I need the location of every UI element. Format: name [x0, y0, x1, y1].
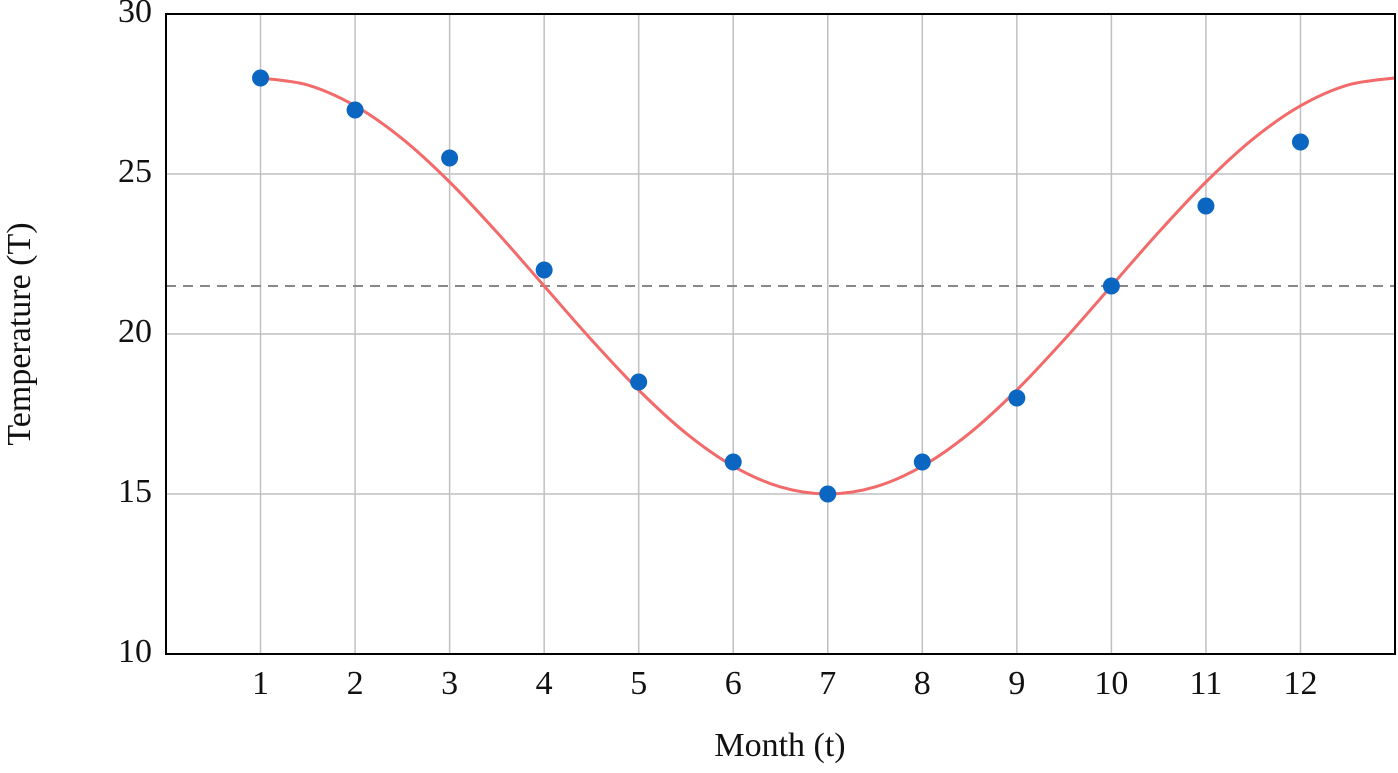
x-axis-label: Month (t)	[714, 727, 845, 764]
data-point	[1197, 197, 1215, 215]
y-tick-label: 20	[118, 313, 152, 350]
y-tick-label: 30	[118, 0, 152, 30]
data-point	[1008, 389, 1026, 407]
x-tick-label: 9	[1008, 665, 1025, 702]
y-tick-label: 10	[118, 633, 152, 670]
x-tick-label: 11	[1190, 665, 1223, 702]
x-tick-label: 8	[914, 665, 931, 702]
data-point	[1102, 277, 1120, 295]
x-tick-label: 3	[441, 665, 458, 702]
x-tick-label: 2	[347, 665, 364, 702]
y-tick-label: 15	[118, 473, 152, 510]
data-point	[535, 261, 553, 279]
data-point	[819, 485, 837, 503]
y-tick-label: 25	[118, 153, 152, 190]
x-tick-label: 12	[1283, 665, 1317, 702]
data-point	[252, 69, 270, 87]
x-tick-label: 10	[1094, 665, 1128, 702]
y-axis-label: Temperature (T)	[1, 222, 38, 445]
x-tick-label: 4	[536, 665, 553, 702]
x-tick-label: 1	[252, 665, 269, 702]
data-point	[630, 373, 648, 391]
x-tick-label: 5	[630, 665, 647, 702]
data-point	[724, 453, 742, 471]
x-tick-label: 6	[725, 665, 742, 702]
data-point	[441, 149, 459, 167]
data-point	[346, 101, 364, 119]
plot-frame	[165, 13, 1396, 655]
data-point	[1291, 133, 1309, 151]
data-point	[913, 453, 931, 471]
x-tick-label: 7	[819, 665, 836, 702]
